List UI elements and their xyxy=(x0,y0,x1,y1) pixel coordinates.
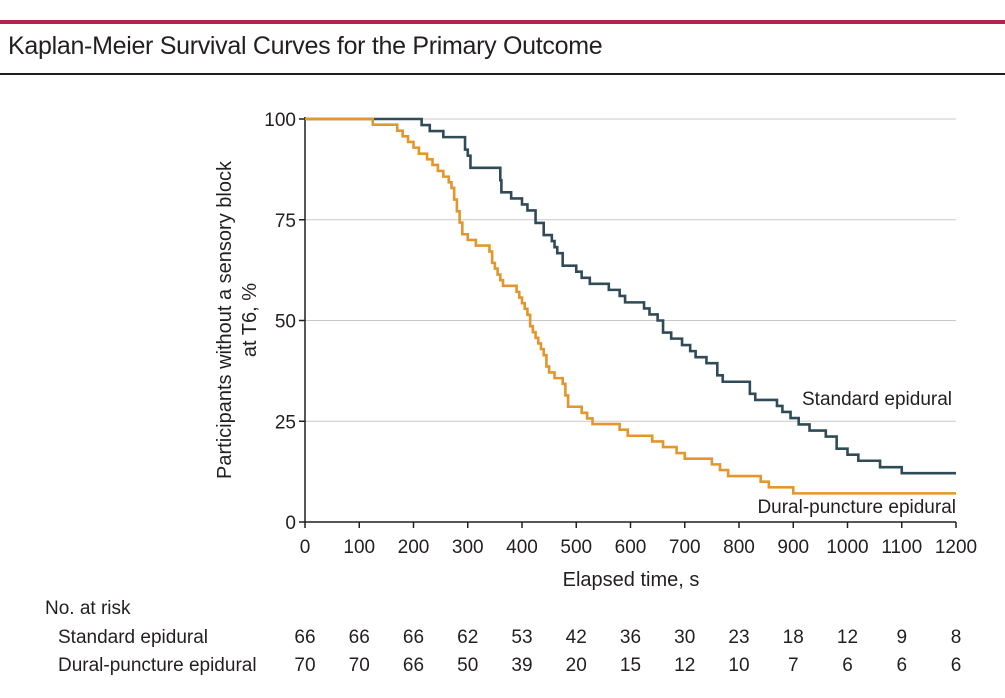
x-tick-label: 500 xyxy=(560,537,592,558)
risk-count: 15 xyxy=(619,655,642,676)
x-tick-label: 400 xyxy=(506,537,538,558)
risk-row-label-standard: Standard epidural xyxy=(58,627,208,648)
top-accent-rule xyxy=(0,20,1005,24)
x-axis-label: Elapsed time, s xyxy=(563,569,700,591)
curve-standard-epidural xyxy=(305,117,956,475)
x-tick-label: 1200 xyxy=(935,537,977,558)
risk-count: 6 xyxy=(842,655,853,676)
x-tick-label: 900 xyxy=(777,537,809,558)
risk-count: 36 xyxy=(619,627,642,648)
series-label-standard: Standard epidural xyxy=(802,389,952,410)
x-tick-labels: 0 100 200 300 400 500 600 700 800 900 1000 1100 1200 xyxy=(300,522,977,558)
risk-count: 50 xyxy=(457,655,479,676)
risk-count: 42 xyxy=(565,627,587,648)
figure-title: Kaplan-Meier Survival Curves for the Pri… xyxy=(8,32,603,60)
risk-row-label-dural-puncture: Dural-puncture epidural xyxy=(58,655,257,676)
x-tick-label: 0 xyxy=(300,537,311,558)
y-axis-label-line2: at T6, % xyxy=(239,283,261,357)
risk-count: 12 xyxy=(674,655,696,676)
risk-count: 66 xyxy=(348,627,370,648)
risk-count: 6 xyxy=(950,655,962,676)
survival-curves xyxy=(305,117,956,495)
risk-count: 70 xyxy=(294,655,316,676)
risk-table-header: No. at risk xyxy=(45,598,131,619)
risk-count: 30 xyxy=(674,627,696,648)
y-axis-label-line1: Participants without a sensory block xyxy=(214,160,236,479)
risk-count: 39 xyxy=(511,655,533,676)
x-tick-label: 100 xyxy=(343,537,375,558)
curve-dural-puncture-epidural xyxy=(305,117,956,495)
risk-count: 66 xyxy=(402,655,425,676)
risk-count: 9 xyxy=(896,627,908,648)
risk-count: 20 xyxy=(565,655,587,676)
risk-count: 12 xyxy=(836,627,859,648)
y-tick-label: 100 xyxy=(264,110,296,131)
x-tick-label: 300 xyxy=(452,537,484,558)
risk-count: 7 xyxy=(787,655,799,676)
x-tick-label: 1000 xyxy=(826,537,868,558)
risk-count: 6 xyxy=(896,655,908,676)
y-tick-label: 50 xyxy=(275,312,296,333)
risk-count: 8 xyxy=(950,627,962,648)
x-tick-label: 600 xyxy=(615,537,647,558)
x-tick-label: 800 xyxy=(723,537,755,558)
risk-count: 23 xyxy=(728,627,750,648)
x-tick-label: 700 xyxy=(669,537,701,558)
risk-count: 62 xyxy=(457,627,479,648)
y-tick-label: 75 xyxy=(275,211,296,232)
risk-count: 10 xyxy=(728,655,750,676)
risk-count: 70 xyxy=(348,655,370,676)
x-tick-label: 200 xyxy=(398,537,430,558)
risk-count: 66 xyxy=(402,627,425,648)
risk-count: 18 xyxy=(782,627,804,648)
series-label-dural-puncture: Dural-puncture epidural xyxy=(757,497,956,518)
y-tick-label: 0 xyxy=(285,513,296,534)
risk-count: 53 xyxy=(511,627,533,648)
y-tick-label: 25 xyxy=(275,412,296,433)
grid-lines xyxy=(305,118,956,422)
risk-count: 66 xyxy=(294,627,316,648)
y-tick-labels: 0 25 50 75 100 xyxy=(264,110,305,534)
x-tick-label: 1100 xyxy=(881,537,922,558)
title-divider xyxy=(0,73,1005,75)
